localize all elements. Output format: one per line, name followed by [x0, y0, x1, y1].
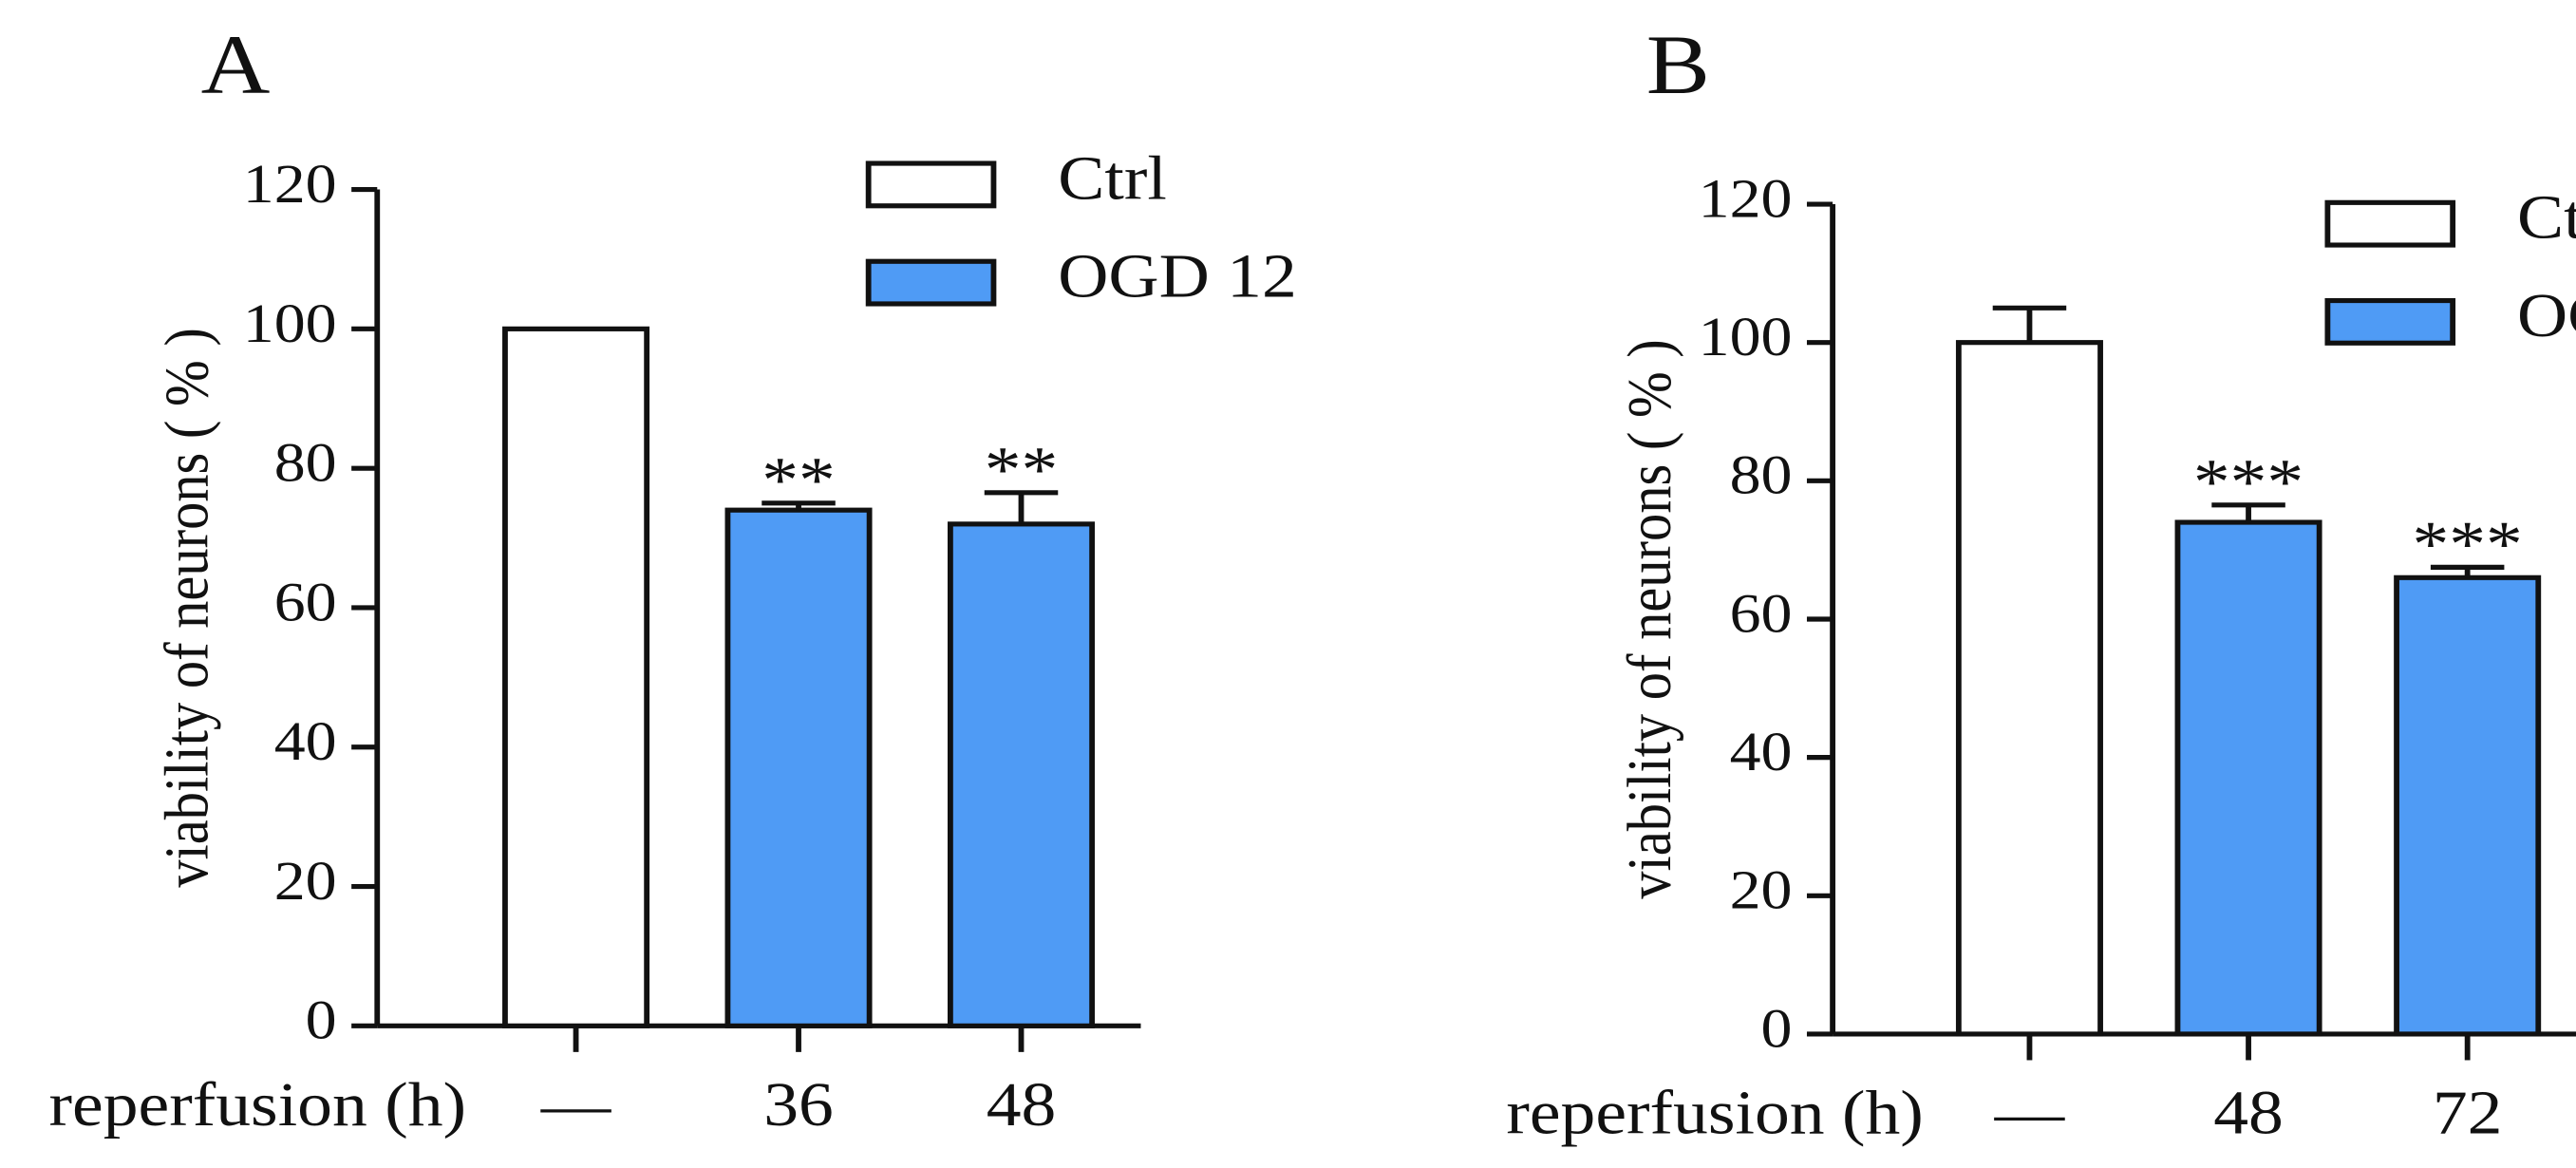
panel-label: B [1646, 17, 1710, 112]
legend-label: Ctrl [2517, 183, 2576, 252]
x-tick-label: 48 [987, 1071, 1057, 1140]
y-tick-label: 60 [274, 572, 337, 633]
y-tick-label: 100 [243, 292, 337, 354]
panel-label: A [201, 17, 271, 112]
y-tick-label: 80 [1730, 444, 1793, 506]
bar [947, 521, 1096, 1028]
y-tick-label: 20 [1730, 859, 1793, 921]
y-tick-label: 120 [1699, 168, 1793, 230]
bar [2394, 575, 2542, 1037]
significance-label: ** [985, 433, 1059, 505]
x-tick-label: 48 [2213, 1079, 2284, 1147]
x-axis-label: reperfusion (h) [49, 1071, 467, 1140]
legend-swatch [2324, 297, 2456, 346]
legend-swatch [865, 258, 997, 307]
bar [502, 326, 650, 1028]
y-tick-label: 80 [274, 432, 337, 494]
y-tick-label: 60 [1730, 583, 1793, 645]
x-tick-label: 72 [2433, 1079, 2503, 1147]
significance-label: ** [762, 443, 836, 516]
legend-label: Ctrl [1058, 144, 1167, 213]
significance-label: *** [2413, 508, 2523, 580]
y-tick-label: 0 [1761, 998, 1793, 1060]
legend-swatch [2324, 199, 2456, 248]
x-tick-label: 36 [763, 1071, 834, 1140]
bar [1955, 340, 2103, 1037]
legend-swatch [865, 160, 997, 209]
y-tick-label: 40 [274, 711, 337, 773]
y-tick-label: 120 [243, 153, 337, 215]
x-tick-label: — [540, 1071, 612, 1140]
y-tick-label: 20 [274, 850, 337, 912]
x-tick-label: — [1994, 1079, 2066, 1147]
legend-label: OGD 12 [1058, 242, 1297, 311]
y-axis-label: viability of neurons ( % ) [152, 328, 221, 887]
y-axis-label: viability of neurons ( % ) [1615, 339, 1684, 898]
y-tick-label: 0 [306, 989, 337, 1051]
y-tick-label: 40 [1730, 721, 1793, 782]
bar [724, 507, 873, 1028]
legend-label: OGD 16 h [2517, 282, 2576, 350]
x-axis-label: reperfusion (h) [1506, 1079, 1924, 1147]
y-tick-label: 100 [1699, 306, 1793, 367]
significance-label: *** [2193, 445, 2303, 518]
bar [2174, 519, 2322, 1037]
